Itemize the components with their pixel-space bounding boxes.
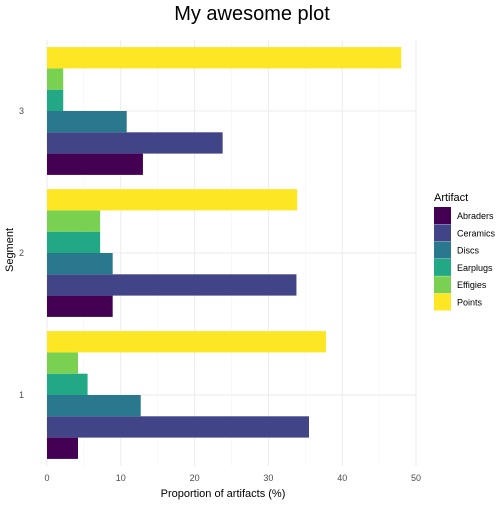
bar-ceramics-segment-1: [47, 416, 309, 438]
x-tick-label: 30: [263, 473, 273, 483]
chart-title: My awesome plot: [174, 3, 330, 25]
x-tick-label: 0: [44, 473, 49, 483]
legend-title: Artifact: [434, 192, 468, 204]
bar-earplugs-segment-1: [47, 373, 88, 395]
legend-key-discs: [434, 241, 451, 259]
y-axis-ticks: 1 2 3: [19, 106, 24, 400]
bar-abraders-segment-2: [47, 295, 113, 317]
legend-label: Effigies: [457, 280, 487, 290]
bar-points-segment-1: [47, 331, 326, 353]
bar-effigies-segment-2: [47, 210, 101, 232]
bar-points-segment-3: [47, 47, 402, 69]
bar-ceramics-segment-3: [47, 132, 223, 154]
x-tick-label: 50: [411, 473, 421, 483]
bars: [47, 47, 402, 459]
y-tick-label: 2: [19, 248, 24, 258]
legend-key-abraders: [434, 207, 451, 224]
x-tick-label: 40: [337, 473, 347, 483]
bar-abraders-segment-1: [47, 437, 78, 459]
legend-label: Discs: [457, 246, 479, 256]
bar-abraders-segment-3: [47, 153, 143, 175]
bar-discs-segment-1: [47, 395, 141, 417]
bar-discs-segment-2: [47, 253, 113, 275]
legend-label: Abraders: [457, 211, 494, 221]
legend-label: Points: [457, 298, 483, 308]
bar-earplugs-segment-3: [47, 89, 64, 111]
bar-effigies-segment-1: [47, 352, 78, 374]
x-axis-label: Proportion of artifacts (%): [161, 488, 286, 500]
x-axis-ticks: 0 10 20 30 40 50: [44, 473, 421, 483]
bar-points-segment-2: [47, 189, 298, 211]
bar-earplugs-segment-2: [47, 231, 101, 253]
y-axis-label: Segment: [4, 228, 16, 272]
legend-key-effigies: [434, 276, 451, 294]
x-tick-label: 20: [190, 473, 200, 483]
legend-label: Ceramics: [457, 228, 496, 238]
y-tick-label: 3: [19, 106, 24, 116]
bar-discs-segment-3: [47, 111, 127, 133]
bar-ceramics-segment-2: [47, 274, 297, 296]
x-tick-label: 10: [116, 473, 126, 483]
y-tick-label: 1: [19, 390, 24, 400]
legend-key-points: [434, 293, 451, 311]
legend-key-earplugs: [434, 258, 451, 276]
legend-label: Earplugs: [457, 263, 493, 273]
legend: Artifact Abraders Ceramics Discs Earplugs Ef…: [434, 192, 496, 311]
bar-effigies-segment-3: [47, 68, 64, 90]
legend-key-ceramics: [434, 224, 451, 242]
